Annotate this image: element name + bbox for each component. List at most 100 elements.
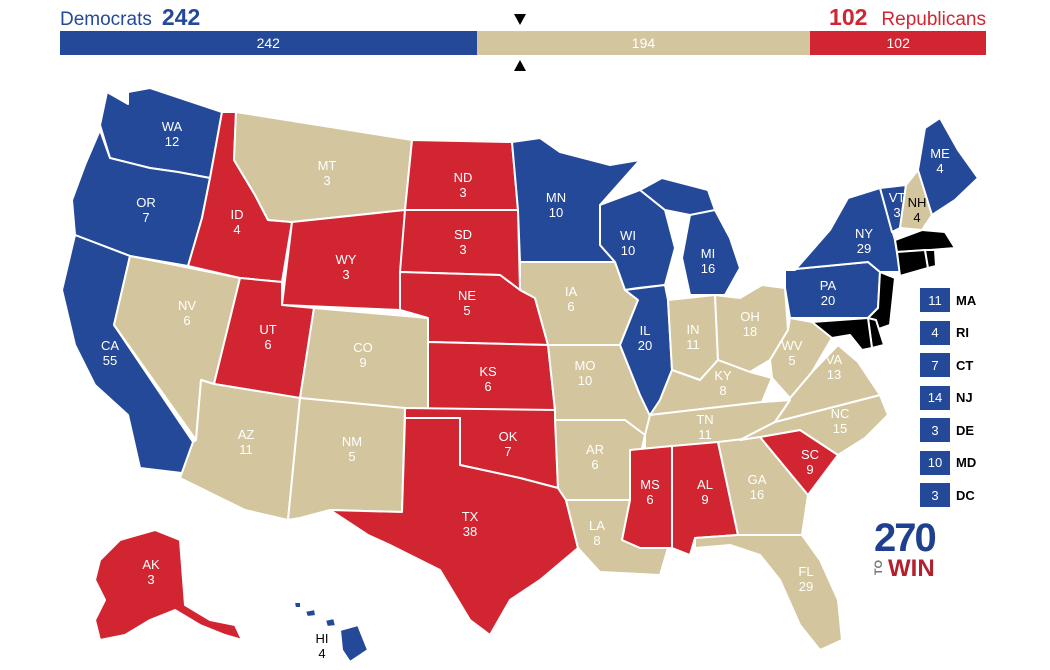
state-abbr: IL — [640, 323, 651, 338]
small-state-ri[interactable]: 4 RI — [920, 320, 976, 345]
state-abbr: IA — [565, 284, 578, 299]
small-state-ev-box[interactable]: 4 — [920, 320, 950, 345]
state-abbr: AZ — [238, 427, 255, 442]
state-ev: 20 — [821, 293, 835, 308]
label-nv: NV6 — [178, 298, 196, 328]
state-ev: 7 — [504, 444, 511, 459]
state-ev: 10 — [578, 373, 592, 388]
state-abbr: IN — [687, 322, 700, 337]
state-ev: 8 — [719, 383, 726, 398]
republicans-header: 102 Republicans — [829, 4, 986, 31]
label-al: AL9 — [697, 477, 713, 507]
small-state-ev-box[interactable]: 14 — [920, 385, 950, 410]
small-state-ev-box[interactable]: 7 — [920, 353, 950, 377]
state-ev: 3 — [342, 267, 349, 282]
state-me[interactable] — [917, 117, 979, 216]
state-mi[interactable] — [639, 177, 741, 296]
state-nh[interactable] — [899, 169, 933, 231]
small-state-abbr: DE — [956, 422, 975, 438]
small-state-de[interactable]: 3 DE — [920, 418, 976, 442]
state-ev: 16 — [701, 261, 715, 276]
small-state-nj[interactable]: 14 NJ — [920, 385, 976, 410]
state-ev: 10 — [621, 243, 635, 258]
state-ev: 6 — [264, 337, 271, 352]
state-abbr: OR — [136, 195, 156, 210]
small-state-abbr: MA — [956, 292, 977, 308]
state-abbr: AK — [142, 557, 160, 572]
state-ev: 13 — [827, 367, 841, 382]
state-nm[interactable] — [287, 397, 406, 521]
republicans-total: 102 — [829, 4, 868, 30]
label-ms: MS6 — [640, 477, 660, 507]
state-ev: 7 — [142, 210, 149, 225]
state-md[interactable] — [811, 317, 873, 351]
state-abbr: VT — [889, 190, 906, 205]
270towin-logo[interactable]: 270 TO WIN — [872, 518, 944, 582]
state-ak[interactable] — [94, 529, 243, 641]
state-ev: 10 — [549, 205, 563, 220]
label-or: OR7 — [136, 195, 156, 225]
small-state-abbr: NJ — [956, 390, 973, 405]
state-abbr: ND — [454, 170, 473, 185]
state-ev: 6 — [484, 379, 491, 394]
small-state-abbr: MD — [956, 455, 977, 470]
state-tx[interactable] — [329, 417, 579, 636]
state-hi[interactable] — [293, 601, 369, 663]
state-abbr: NY — [855, 226, 873, 241]
state-abbr: MI — [701, 246, 715, 261]
label-co: CO9 — [353, 340, 373, 370]
state-ma[interactable] — [894, 229, 956, 253]
logo-number: 270 — [874, 516, 937, 560]
state-fl[interactable] — [694, 534, 843, 651]
small-state-ma[interactable]: 11 MA — [920, 288, 976, 312]
state-ev: 11 — [686, 337, 700, 352]
state-abbr: NM — [342, 434, 362, 449]
small-state-abbr: RI — [956, 325, 969, 340]
label-wy: WY3 — [336, 252, 357, 282]
tossup-segment: 194 — [476, 31, 811, 55]
state-ev: 55 — [103, 353, 117, 368]
state-abbr: KS — [479, 364, 497, 379]
small-state-ct[interactable]: 7 CT — [920, 353, 976, 377]
state-ev: 16 — [750, 487, 764, 502]
state-ev: 4 — [913, 210, 920, 225]
label-sd: SD3 — [454, 227, 472, 257]
state-abbr: HI — [316, 631, 329, 646]
small-state-md[interactable]: 10 MD — [920, 450, 977, 475]
small-state-ev-box[interactable]: 11 — [920, 288, 950, 312]
state-ev: 3 — [459, 242, 466, 257]
label-nd: ND3 — [454, 170, 473, 200]
state-ev: 29 — [799, 579, 813, 594]
small-state-ev-box[interactable]: 10 — [920, 450, 950, 475]
label-id: ID4 — [231, 207, 244, 237]
state-ev: 4 — [233, 222, 240, 237]
democrats-label: Democrats — [60, 9, 152, 30]
small-state-ev-box[interactable]: 3 — [920, 483, 950, 507]
small-state-dc[interactable]: 3 DC — [920, 483, 976, 507]
state-ev: 3 — [147, 572, 154, 587]
state-abbr: MS — [640, 477, 660, 492]
small-state-ev-box[interactable]: 3 — [920, 418, 950, 442]
state-ct[interactable] — [896, 249, 929, 277]
state-abbr: LA — [589, 518, 605, 533]
state-ri[interactable] — [924, 249, 937, 269]
logo-win: WIN — [888, 555, 935, 582]
rep-segment: 102 — [810, 31, 986, 55]
state-abbr: OK — [499, 429, 518, 444]
state-abbr: TX — [462, 509, 479, 524]
state-ev: 6 — [646, 492, 653, 507]
